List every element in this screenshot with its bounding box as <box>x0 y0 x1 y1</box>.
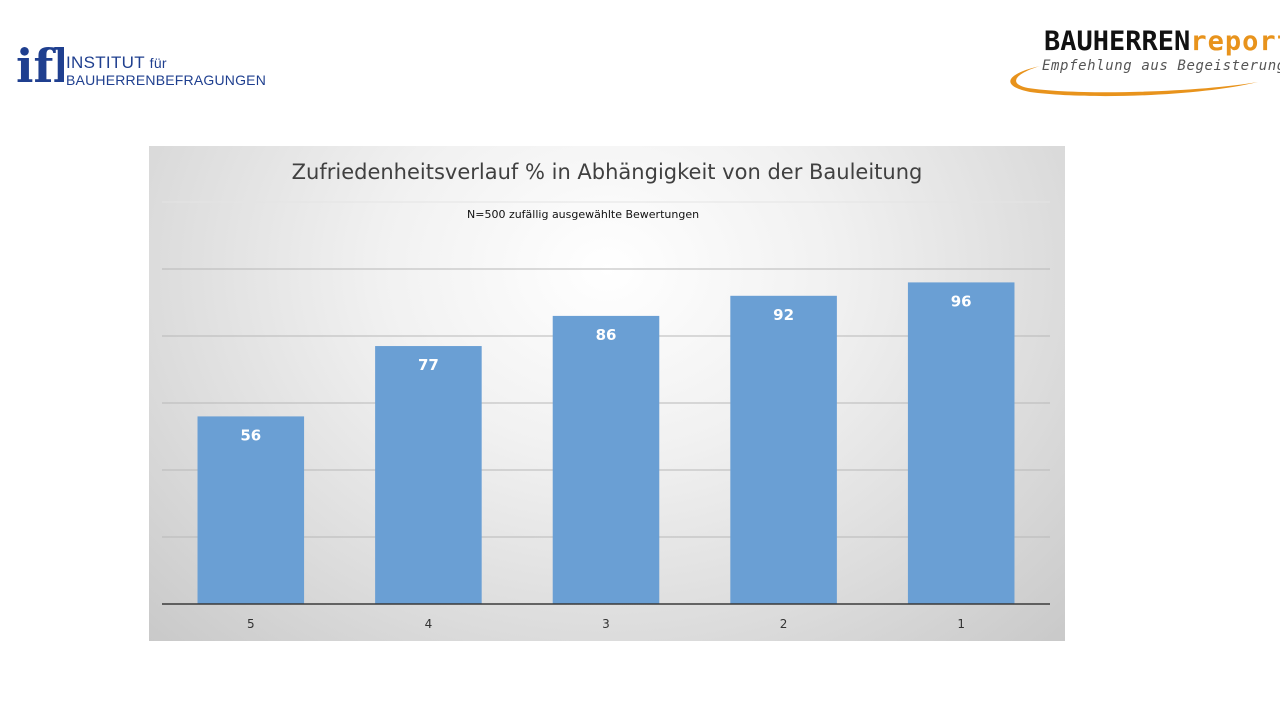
ifb-text: INSTITUT für BAUHERRENBEFRAGUNGEN <box>66 54 266 89</box>
bar-5 <box>197 416 305 604</box>
svg-text:ifb: ifb <box>16 39 64 93</box>
bauherrenreport-logo: BAUHERRENreport Empfehlung aus Begeister… <box>1000 24 1280 104</box>
x-tick-label: 5 <box>247 617 255 631</box>
bar-chart: 56 5 77 4 86 3 92 2 96 1 <box>162 201 1050 631</box>
chart-area: Zufriedenheitsverlauf % in Abhängigkeit … <box>149 146 1065 641</box>
bar-value-label: 96 <box>951 292 972 310</box>
bar-value-label: 77 <box>418 356 439 374</box>
ifb-logo: ifb INSTITUT für BAUHERRENBEFRAGUNGEN <box>16 32 266 102</box>
bar-3 <box>552 315 660 604</box>
bar-2 <box>730 295 837 604</box>
x-tick-label: 2 <box>780 617 788 631</box>
ifb-line1: INSTITUT für <box>66 54 266 72</box>
br-part2: report <box>1190 26 1280 57</box>
x-tick-label: 3 <box>602 617 610 631</box>
bar-value-label: 56 <box>240 426 261 444</box>
bar-1 <box>907 282 1015 604</box>
ifb-line2: BAUHERRENBEFRAGUNGEN <box>66 72 267 88</box>
x-tick-label: 1 <box>957 617 965 631</box>
x-tick-label: 4 <box>425 617 433 631</box>
chart-subtitle: N=500 zufällig ausgewählte Bewertungen <box>467 208 700 221</box>
ifb-mark-icon: ifb <box>16 39 64 93</box>
bauherrenreport-tagline: Empfehlung aus Begeisterung <box>1042 58 1280 74</box>
bar-value-label: 92 <box>773 306 794 324</box>
bauherrenreport-title: BAUHERRENreport <box>1044 26 1280 57</box>
ifb-institut: INSTITUT <box>66 53 145 72</box>
ifb-fuer: für <box>149 55 167 71</box>
chart-title: Zufriedenheitsverlauf % in Abhängigkeit … <box>291 160 923 184</box>
bar-4 <box>375 346 482 604</box>
bar-value-label: 86 <box>596 326 617 344</box>
br-part1: BAUHERREN <box>1044 26 1191 57</box>
